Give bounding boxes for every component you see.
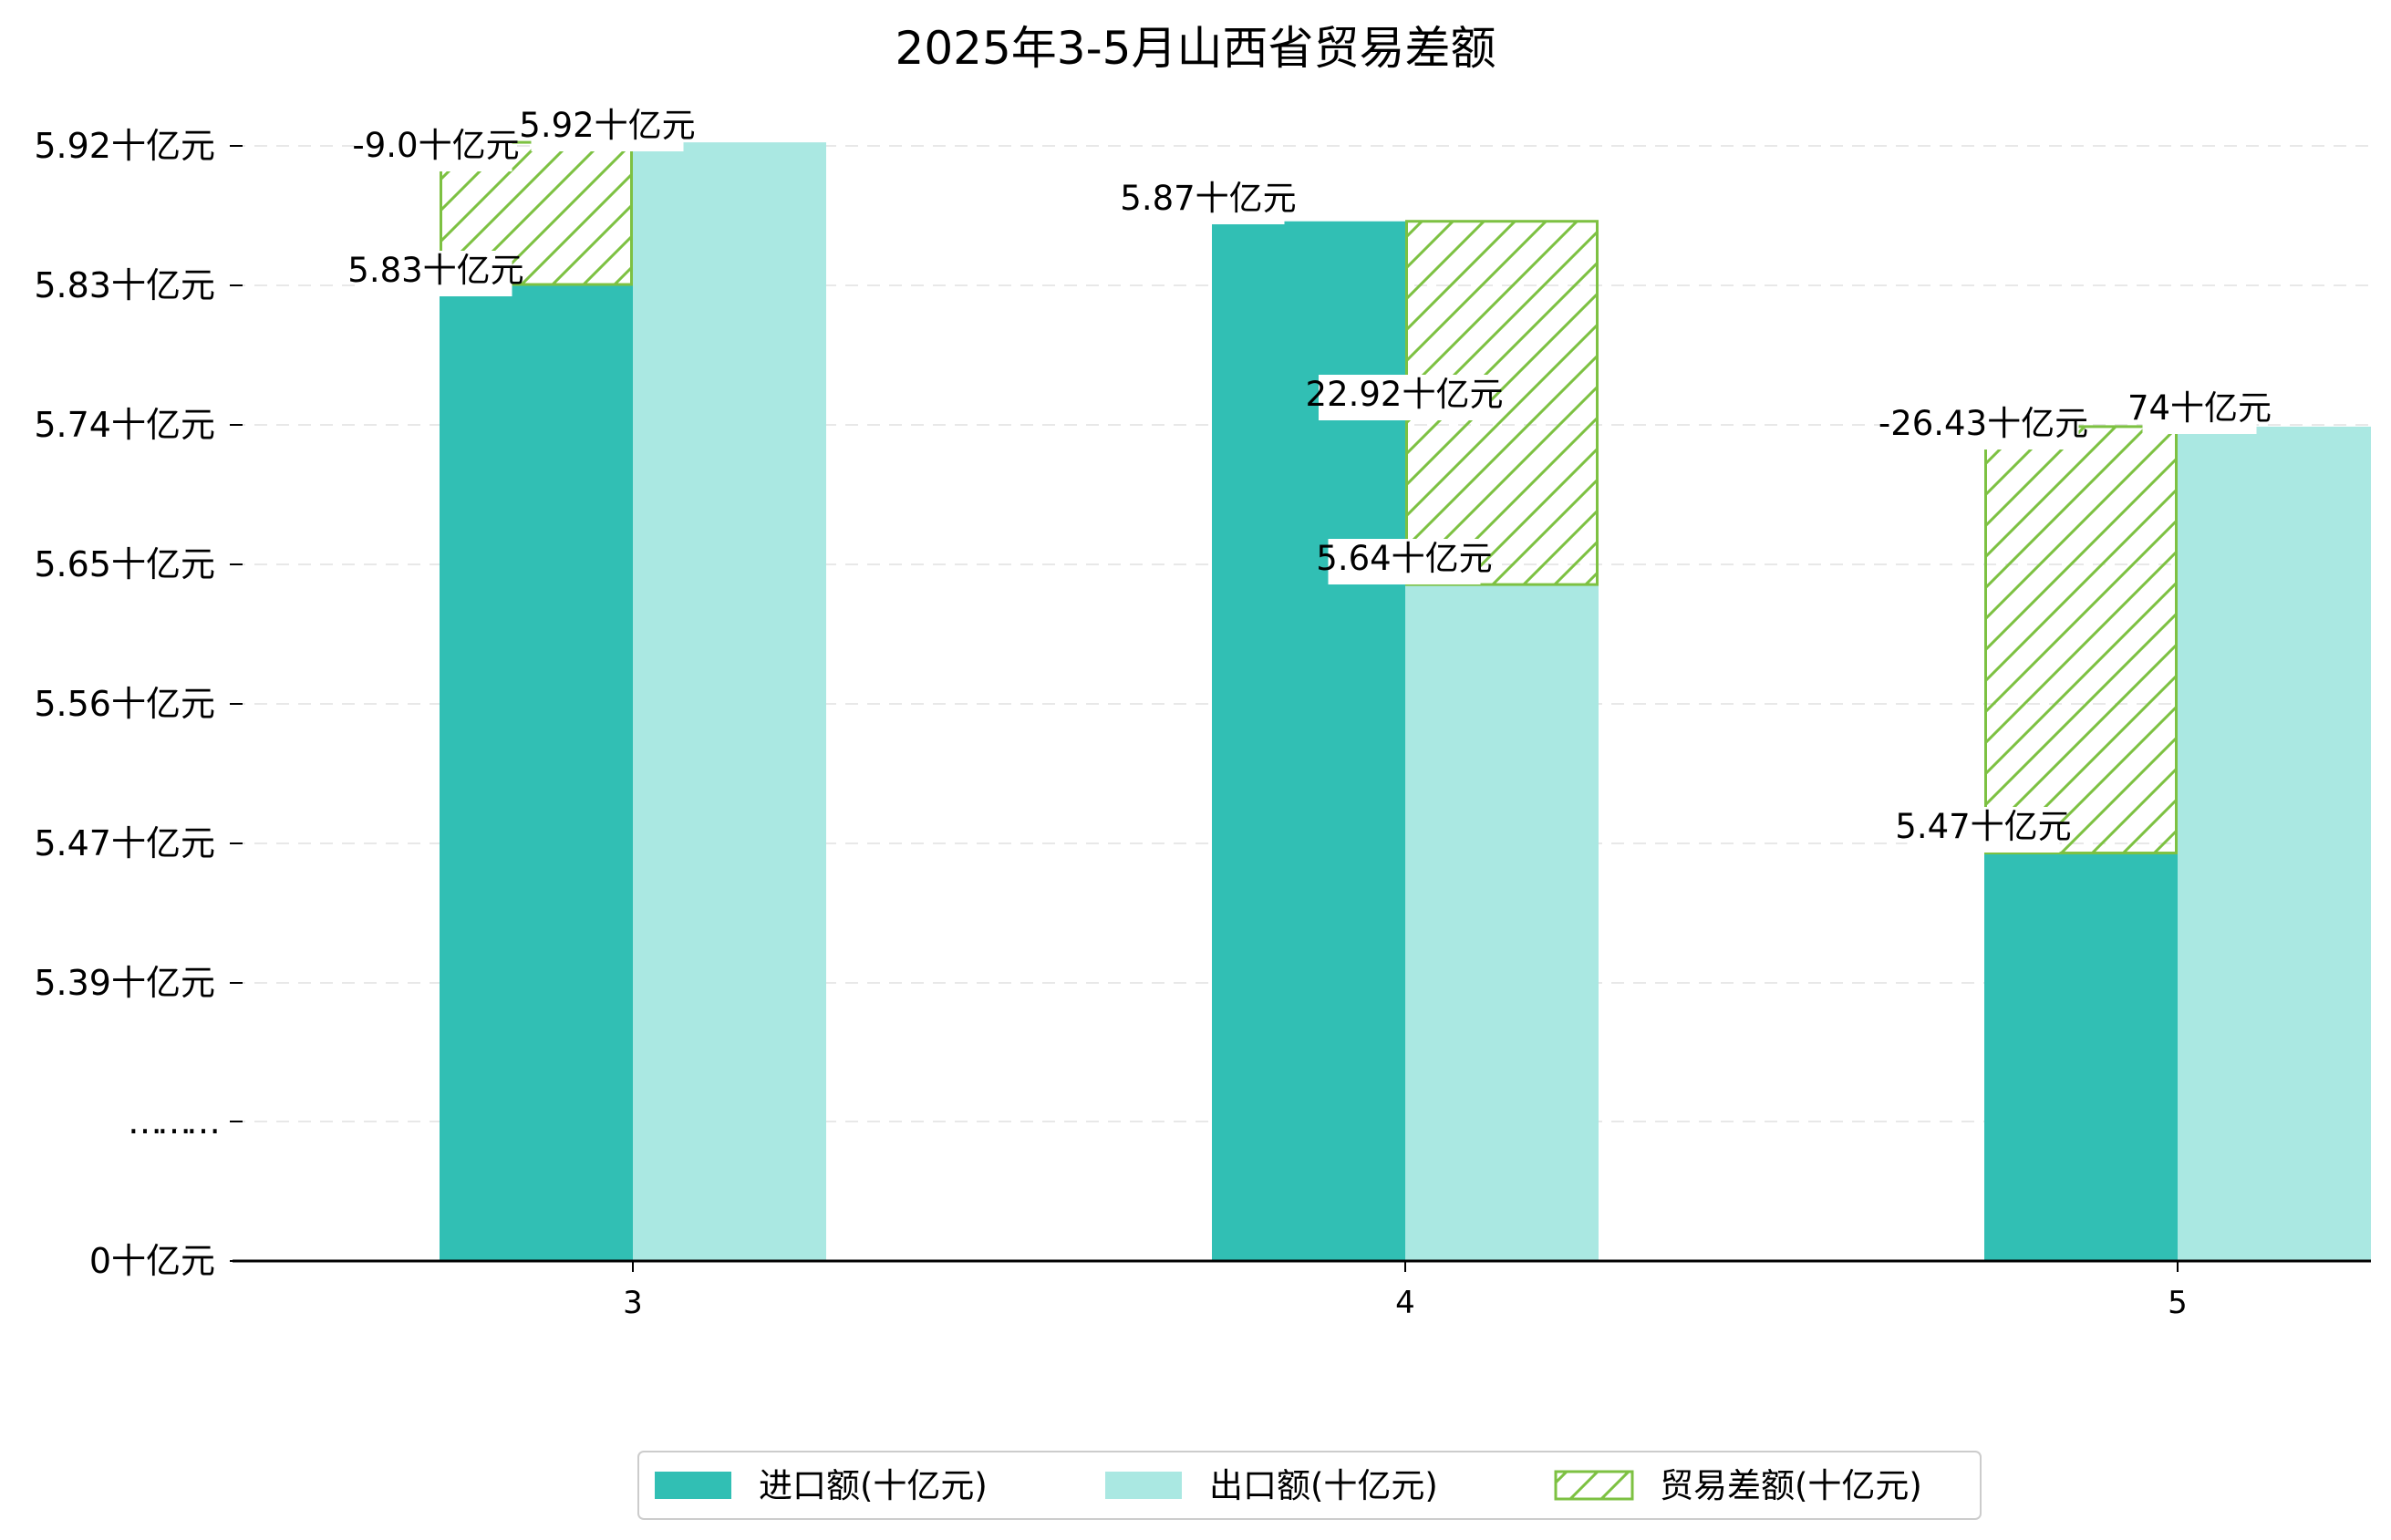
- label-import-bg: [359, 251, 512, 296]
- label-balance-bg: [1888, 404, 2079, 450]
- y-tick-label: ………: [128, 1101, 217, 1142]
- label-import: 5.83十亿元: [347, 251, 523, 290]
- label-export: 5.64十亿元: [1316, 539, 1492, 578]
- legend-label: 进口额(十亿元): [759, 1466, 988, 1505]
- label-import-bg: [1907, 807, 2060, 853]
- bar-balance: [1984, 425, 2178, 855]
- label-export-bg: [531, 106, 684, 151]
- y-tick-label: 5.56十亿元: [34, 684, 215, 724]
- label-balance: -9.0十亿元: [352, 126, 519, 165]
- y-tick-label: 5.92十亿元: [34, 126, 215, 166]
- label-balance-bg: [359, 126, 512, 171]
- label-export: 74十亿元: [2127, 388, 2272, 428]
- legend-label: 贸易差额(十亿元): [1660, 1466, 1922, 1505]
- x-axis: 3 4 5: [233, 1259, 2371, 1321]
- legend-swatch: [1105, 1472, 1182, 1499]
- legend-swatch: [655, 1472, 731, 1499]
- label-import: 5.47十亿元: [1895, 807, 2071, 846]
- x-tick-label: 5: [2168, 1285, 2188, 1321]
- label-export: 5.92十亿元: [519, 106, 695, 145]
- bars: [440, 140, 2371, 1262]
- bar-import: [440, 284, 633, 1261]
- y-tick-label: 5.47十亿元: [34, 823, 215, 863]
- label-import-bg: [1132, 179, 1285, 224]
- label-balance: 22.92十亿元: [1306, 375, 1504, 414]
- legend-swatch: [1554, 1470, 1634, 1501]
- x-tick-label: 4: [1395, 1285, 1415, 1321]
- bar-export: [1405, 584, 1599, 1261]
- label-export-bg: [2142, 388, 2257, 434]
- y-tick-label: 5.83十亿元: [34, 265, 215, 305]
- chart-title: 2025年3-5月山西省贸易差额: [895, 22, 1496, 75]
- x-tick-label: 3: [623, 1285, 643, 1321]
- bar-export: [2178, 426, 2371, 1261]
- legend-frame: [637, 1451, 1982, 1520]
- y-tick-label: 5.74十亿元: [34, 405, 215, 445]
- label-balance-bg: [1319, 375, 1490, 420]
- label-export-bg: [1328, 539, 1481, 584]
- y-tick-label: 0十亿元: [89, 1241, 215, 1281]
- label-balance: -26.43十亿元: [1879, 404, 2088, 443]
- bar-export: [633, 142, 826, 1262]
- legend-label: 出口额(十亿元): [1209, 1466, 1438, 1505]
- y-axis: 0十亿元 ……… 5.39十亿元 5.47十亿元 5.56十亿元 5.65十亿元 5.74十…: [34, 126, 243, 1281]
- bar-import: [1984, 853, 2178, 1261]
- label-import: 5.87十亿元: [1120, 179, 1296, 218]
- y-tick-label: 5.39十亿元: [34, 963, 215, 1003]
- legend: 进口额(十亿元) 出口额(十亿元) 贸易差额(十亿元): [637, 1451, 1982, 1520]
- y-tick-label: 5.65十亿元: [34, 544, 215, 584]
